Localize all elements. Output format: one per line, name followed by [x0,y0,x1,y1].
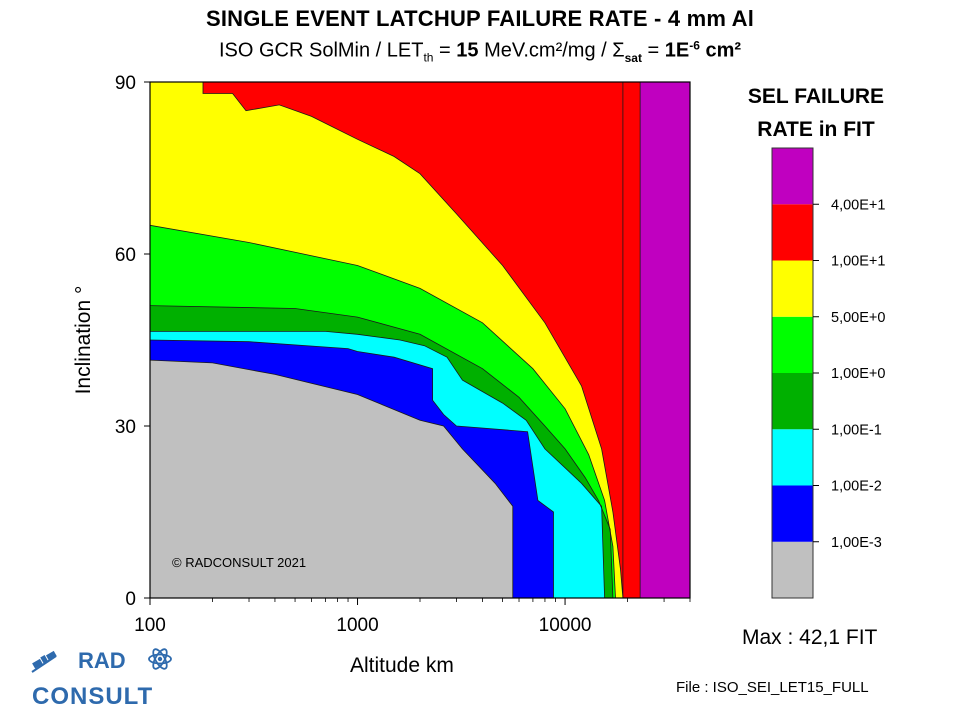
subtitle-part2: = [433,39,457,62]
y-tick-label: 90 [115,73,136,94]
y-axis-label: Inclination ° [72,285,95,395]
legend-title-line1: SEL FAILURE [747,85,885,108]
atom-icon [148,648,172,670]
chart-subtitle: ISO GCR SolMin / LETth = 15 MeV.cm²/mg /… [0,38,960,65]
legend-swatch-blue [772,485,813,542]
contour-line-gray [149,359,514,598]
y-tick-label: 0 [125,589,136,610]
legend-swatch-green [772,316,813,373]
contour-lines [149,81,641,599]
subtitle-let-sub: th [423,50,434,65]
subtitle-sigma-sub: sat [624,50,642,65]
x-tick-label: 1000 [336,615,378,636]
y-tick-label: 60 [115,245,136,266]
contour-line-blue [149,339,554,598]
legend-tick-label: 1,00E-2 [831,479,882,495]
x-axis-label: Altitude km [350,654,454,677]
subtitle-part1: ISO GCR SolMin / LET [218,39,424,62]
contour-regions [150,82,690,599]
x-tick-label: 10000 [539,615,592,636]
legend-tick-label: 5,00E+0 [831,310,885,326]
subtitle-sigma-value: 1E [664,39,690,62]
subtitle-part3: MeV.cm²/mg / Σ [478,39,625,62]
orbit-swoosh-icon [31,655,57,673]
legend-swatch-gray [772,541,813,598]
file-name-label: File : ISO_SEI_LET15_FULL [676,679,869,696]
contour-line-cyan [150,331,605,599]
axes: 0 30 60 90 100 1000 10000 [115,73,691,636]
max-value-label: Max : 42,1 FIT [742,626,878,649]
legend-tick-label: 1,00E-3 [831,535,882,551]
logo-text-consult: CONSULT [32,683,153,710]
legend-swatch-darkgreen [772,373,813,430]
subtitle-part4: = [641,39,665,62]
chart-title: SINGLE EVENT LATCHUP FAILURE RATE - 4 mm… [205,6,755,31]
logo-text-rad: RAD [78,648,126,673]
legend-tick-label: 1,00E-1 [831,422,882,438]
legend-swatch-magenta [772,148,813,205]
copyright-label: © RADCONSULT 2021 [172,555,306,570]
subtitle-sigma-exp: -6 [689,38,700,52]
y-tick-label: 30 [115,417,136,438]
contour-line-yellow [150,81,624,599]
contour-region-gray [150,360,513,598]
legend-swatch-yellow [772,260,813,317]
legend-tick-label: 4,00E+1 [831,197,885,213]
radconsult-logo: RAD CONSULT [31,648,172,710]
contour-line-green [149,224,616,599]
legend-tick-label: 1,00E+0 [831,366,885,382]
x-tick-label: 100 [134,615,166,636]
legend-title-line2: RATE in FIT [757,118,875,141]
legend-swatch-red [772,204,813,261]
legend-tick-label: 1,00E+1 [831,254,885,270]
subtitle-let-value: 15 [456,39,479,62]
legend-colorbar: 4,00E+1 1,00E+1 5,00E+0 1,00E+0 1,00E-1 1,00E… [771,147,885,599]
subtitle-sigma-unit: cm² [699,39,742,62]
satellite-icon [32,650,57,669]
legend-swatch-cyan [772,429,813,486]
